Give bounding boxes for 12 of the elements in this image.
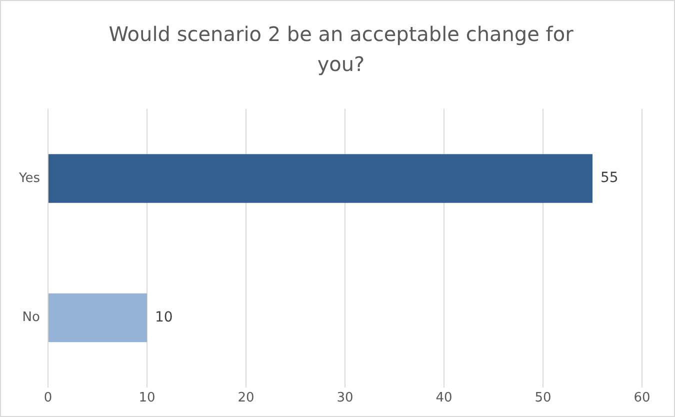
x-tick-label: 40	[436, 390, 452, 406]
x-tick-label: 50	[534, 390, 552, 406]
data-label: 55	[600, 170, 618, 186]
y-tick-label: No	[22, 310, 40, 326]
y-tick-label: Yes	[18, 170, 40, 186]
data-label: 10	[154, 309, 173, 326]
x-tick-label: 20	[238, 390, 254, 406]
x-tick-label: 0	[44, 390, 52, 406]
x-tick-label: 30	[336, 390, 354, 406]
x-tick-label: 10	[138, 390, 156, 406]
x-tick-label: 60	[634, 390, 650, 406]
chart-title: Would scenario 2 be an acceptable change for you?	[108, 21, 574, 78]
